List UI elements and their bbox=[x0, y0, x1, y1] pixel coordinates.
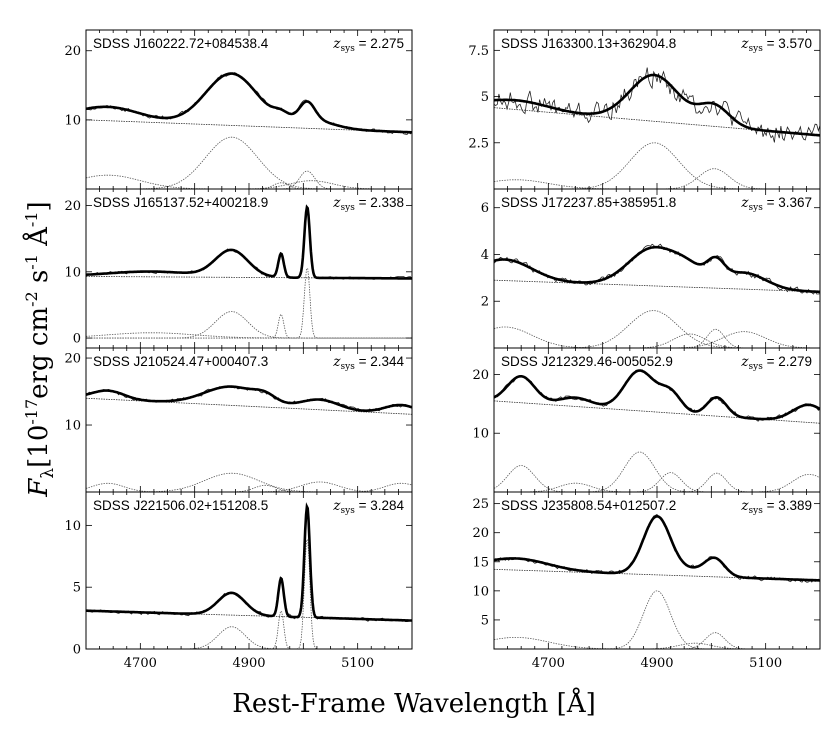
y-tick-label: 6 bbox=[481, 201, 489, 216]
object-name: SDSS J221506.02+151208.5 bbox=[93, 498, 268, 513]
spectrum-panel: 2 4 6 SDSS J172237.85+385951.8 zsys = 3.367 bbox=[481, 188, 821, 349]
object-name: SDSS J172237.85+385951.8 bbox=[501, 195, 676, 210]
y-tick-label: 10 bbox=[64, 419, 81, 434]
y-tick-label: 25 bbox=[472, 497, 489, 512]
redshift-label: zsys = 2.344 bbox=[332, 354, 404, 372]
redshift-label: zsys = 2.338 bbox=[332, 195, 404, 213]
spectrum-panel: 5 10 15 20 25 4700 4900 5100 SDSS J235808.54+012… bbox=[472, 491, 821, 671]
continuum-line bbox=[494, 400, 820, 424]
observed-spectrum bbox=[494, 67, 820, 143]
y-tick-label: 0 bbox=[73, 332, 81, 347]
spectrum-panel: 2.5 5 7.5 SDSS J163300.13+362904.8 zsys = 3.… bbox=[468, 29, 821, 190]
y-tick-label: 5 bbox=[73, 581, 81, 596]
y-tick-label: 4 bbox=[481, 248, 489, 263]
y-tick-label: 20 bbox=[472, 368, 489, 383]
y-tick-label: 10 bbox=[472, 584, 489, 599]
redshift-label: zsys = 3.389 bbox=[740, 498, 812, 516]
model-fit bbox=[494, 245, 820, 294]
x-tick-label: 4700 bbox=[124, 656, 157, 671]
y-tick-label: 2 bbox=[481, 295, 489, 310]
y-tick-label: 20 bbox=[472, 526, 489, 541]
object-name: SDSS J212329.46-005052.9 bbox=[501, 354, 673, 369]
gaussian-component bbox=[494, 142, 820, 189]
object-name: SDSS J210524.47+000407.3 bbox=[93, 354, 268, 369]
y-tick-label: 10 bbox=[64, 519, 81, 534]
panel-frame bbox=[85, 347, 413, 493]
observed-spectrum bbox=[86, 72, 412, 135]
x-tick-label: 4900 bbox=[640, 656, 673, 671]
model-fit bbox=[86, 502, 412, 622]
model-fit bbox=[86, 385, 412, 412]
model-fit bbox=[494, 369, 820, 421]
model-fit bbox=[86, 204, 412, 280]
x-axis-label: Rest-Frame Wavelength [Å] bbox=[232, 687, 595, 719]
x-tick-label: 5100 bbox=[341, 656, 374, 671]
y-tick-label: 7.5 bbox=[468, 44, 489, 59]
gaussian-component bbox=[86, 174, 412, 189]
spectrum-panel: 0 10 20 SDSS J165137.52+400218.9 zsys = 2.33… bbox=[64, 188, 413, 349]
gaussian-component bbox=[494, 451, 820, 492]
x-tick-label: 4700 bbox=[532, 656, 565, 671]
y-tick-label: 5 bbox=[481, 613, 489, 628]
gaussian-component bbox=[494, 590, 820, 649]
object-name: SDSS J163300.13+362904.8 bbox=[501, 36, 676, 51]
redshift-label: zsys = 2.275 bbox=[332, 36, 404, 54]
y-tick-label: 20 bbox=[64, 199, 81, 214]
panel-frame bbox=[85, 491, 413, 650]
continuum-line bbox=[86, 397, 412, 415]
panel-frame bbox=[85, 188, 413, 349]
y-tick-label: 10 bbox=[64, 113, 81, 128]
continuum-line bbox=[86, 119, 412, 133]
redshift-label: zsys = 3.570 bbox=[740, 36, 812, 54]
continuum-line bbox=[494, 568, 820, 581]
y-tick-label: 20 bbox=[64, 352, 81, 367]
y-tick-label: 5 bbox=[481, 90, 489, 105]
model-fit bbox=[86, 72, 412, 134]
redshift-label: zsys = 2.279 bbox=[740, 354, 812, 372]
x-tick-label: 4900 bbox=[232, 656, 265, 671]
y-tick-label: 0 bbox=[73, 643, 81, 658]
y-tick-label: 10 bbox=[64, 265, 81, 280]
object-name: SDSS J235808.54+012507.2 bbox=[501, 498, 676, 513]
spectrum-panel: 10 20 SDSS J212329.46-005052.9 zsys = 2.279 bbox=[472, 347, 821, 493]
gaussian-component bbox=[494, 637, 820, 649]
continuum-line bbox=[494, 279, 820, 293]
continuum-line bbox=[86, 276, 412, 279]
spectrum-panel: 0 5 10 4700 4900 5100 SDSS J221506.02+151208.5… bbox=[64, 491, 413, 671]
y-tick-label: 10 bbox=[472, 427, 489, 442]
gaussian-component bbox=[86, 311, 412, 339]
gaussian-component bbox=[86, 332, 412, 339]
observed-spectrum bbox=[86, 208, 412, 280]
gaussian-component bbox=[86, 314, 412, 339]
spectrum-panel: 10 20 SDSS J210524.47+000407.3 zsys = 2.344 bbox=[64, 347, 413, 493]
gaussian-component bbox=[494, 310, 820, 348]
object-name: SDSS J160222.72+084538.4 bbox=[93, 36, 269, 51]
gaussian-component bbox=[86, 626, 412, 649]
gaussian-component bbox=[86, 539, 412, 649]
model-fit bbox=[494, 514, 820, 582]
redshift-label: zsys = 3.284 bbox=[332, 498, 404, 516]
y-tick-label: 15 bbox=[472, 555, 489, 570]
gaussian-component bbox=[86, 268, 412, 339]
panel-frame bbox=[493, 29, 821, 190]
y-axis-label: Fλ[10-17erg cm-2 s-1 Å-1] bbox=[22, 201, 58, 497]
panel-frame bbox=[85, 29, 413, 190]
object-name: SDSS J165137.52+400218.9 bbox=[93, 195, 268, 210]
observed-spectrum bbox=[494, 513, 820, 583]
observed-spectrum bbox=[494, 243, 820, 295]
redshift-label: zsys = 3.367 bbox=[740, 195, 812, 213]
y-tick-label: 2.5 bbox=[468, 136, 489, 151]
spectrum-panel: 10 20 SDSS J160222.72+084538.4 zsys = 2.275 bbox=[64, 29, 413, 190]
x-tick-label: 5100 bbox=[749, 656, 782, 671]
continuum-line bbox=[86, 610, 412, 621]
y-tick-label: 20 bbox=[64, 44, 81, 59]
gaussian-component bbox=[86, 136, 412, 189]
model-fit bbox=[494, 73, 820, 137]
panel-frame bbox=[493, 188, 821, 349]
